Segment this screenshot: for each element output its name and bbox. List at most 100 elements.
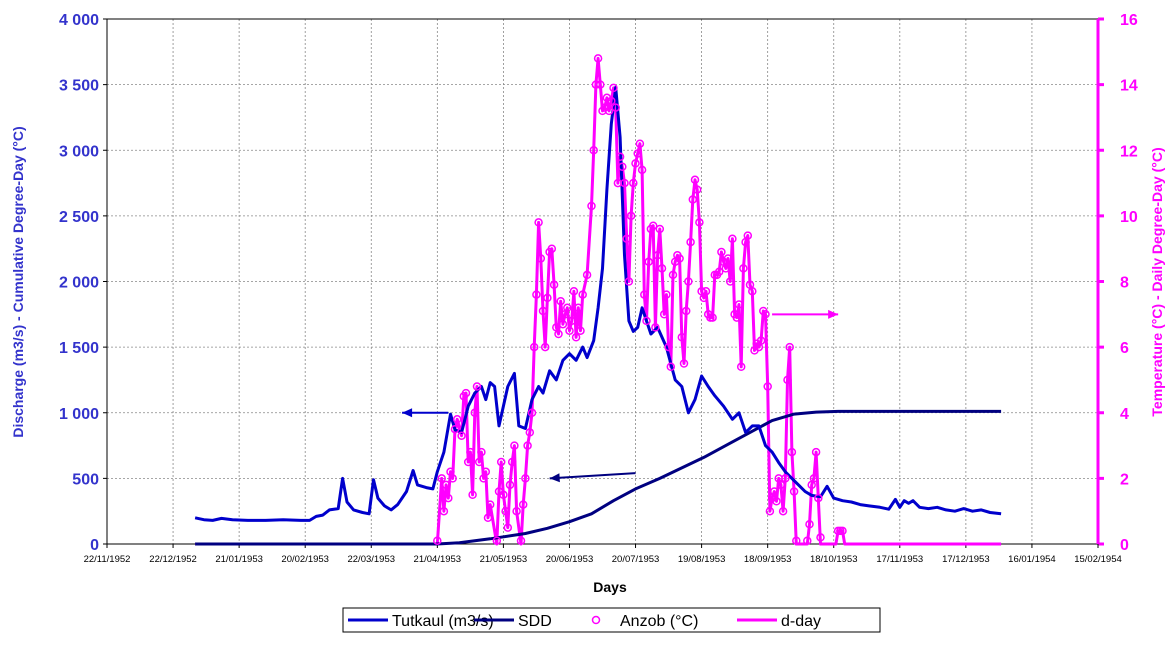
- anzob-marker: [659, 310, 669, 319]
- anzob-marker: [543, 293, 552, 303]
- anzob-marker: [448, 474, 457, 483]
- y-right-tick-label: 12: [1120, 143, 1138, 160]
- anzob-marker: [785, 342, 794, 352]
- anzob-marker: [651, 323, 660, 332]
- anzob-marker: [792, 536, 801, 545]
- y-left-tick-label: 1 000: [59, 406, 99, 423]
- anzob-marker: [629, 178, 638, 188]
- anzob-marker: [499, 490, 508, 500]
- y-left-tick-label: 1 500: [59, 340, 99, 357]
- anzob-marker: [468, 490, 477, 500]
- anzob-marker: [558, 319, 568, 329]
- anzob-marker: [681, 306, 691, 316]
- anzob-marker: [631, 159, 640, 168]
- anzob-marker: [529, 342, 539, 352]
- series-line-tutkaul-m3-s-: [194, 85, 1002, 522]
- anzob-marker: [688, 195, 698, 204]
- anzob-marker: [723, 254, 733, 263]
- legend-label: Anzob (°C): [620, 613, 698, 630]
- x-tick-label: 21/05/1953: [480, 554, 528, 565]
- anzob-marker: [809, 474, 819, 483]
- anzob-marker: [761, 310, 770, 319]
- anzob-marker: [642, 316, 651, 326]
- anzob-marker: [538, 306, 548, 316]
- y-right-tick-label: 10: [1120, 209, 1138, 226]
- anzob-marker: [675, 254, 684, 263]
- x-tick-label: 17/11/1953: [876, 554, 923, 565]
- anzob-marker: [505, 480, 515, 490]
- anzob-marker: [567, 316, 576, 326]
- anzob-marker: [463, 457, 473, 467]
- anzob-marker: [679, 359, 689, 368]
- anzob-marker: [574, 303, 583, 313]
- y-axis-right-title: Temperature (°C) - Daily Degree-Day (°C): [1149, 147, 1165, 416]
- anzob-marker: [593, 54, 603, 63]
- anzob-marker: [690, 175, 700, 185]
- anzob-marker: [589, 146, 598, 155]
- anzob-marker: [662, 290, 671, 299]
- anzob-marker: [549, 280, 559, 290]
- anzob-marker: [534, 218, 543, 227]
- anzob-marker: [644, 257, 653, 267]
- x-tick-label: 22/11/1952: [84, 554, 131, 565]
- anzob-marker: [635, 139, 645, 148]
- anzob-marker: [615, 152, 625, 162]
- anzob-marker: [725, 277, 735, 286]
- series-line-sdd: [195, 409, 1002, 546]
- anzob-marker: [655, 224, 665, 234]
- x-tick-label: 20/06/1953: [546, 554, 594, 565]
- y-right-tick-label: 2: [1120, 471, 1129, 488]
- legend-item: d-day: [737, 613, 821, 630]
- anzob-marker: [677, 333, 687, 342]
- anzob-marker: [763, 382, 772, 391]
- legend-item: Tutkaul (m3/s): [348, 613, 494, 630]
- anzob-marker: [569, 287, 579, 296]
- anzob-marker: [496, 457, 506, 467]
- anzob-marker: [591, 80, 601, 89]
- anzob-marker: [714, 267, 724, 276]
- anzob-marker: [525, 428, 535, 437]
- y-left-tick-label: 2 000: [59, 275, 99, 292]
- anzob-marker: [618, 162, 627, 171]
- series-layer: [194, 54, 1002, 546]
- anzob-marker: [664, 342, 673, 352]
- anzob-marker: [492, 536, 502, 545]
- annotation-arrow-head: [402, 408, 413, 418]
- anzob-marker: [518, 500, 528, 509]
- anzob-marker: [765, 506, 775, 516]
- anzob-marker: [789, 487, 799, 496]
- anzob-marker: [477, 447, 486, 457]
- anzob-marker: [578, 290, 587, 299]
- y-right-tick-label: 14: [1120, 78, 1138, 95]
- anzob-marker: [439, 506, 449, 516]
- y-right-tick-label: 0: [1120, 537, 1129, 554]
- anzob-marker: [437, 474, 446, 483]
- x-tick-label: 19/08/1953: [678, 554, 726, 565]
- anzob-marker: [657, 264, 667, 273]
- anzob-marker: [814, 493, 823, 503]
- anzob-marker: [695, 218, 704, 227]
- x-tick-label: 22/12/1952: [149, 554, 197, 565]
- annotation-arrow-head: [828, 309, 839, 319]
- anzob-marker: [620, 178, 629, 188]
- anzob-marker: [532, 290, 541, 299]
- legend-item: Anzob (°C): [591, 613, 698, 630]
- anzob-marker: [483, 513, 493, 523]
- y-axis-right: 0 2 4 6 8 10 12 14 16: [1096, 12, 1138, 554]
- y-axis-left-title: Discharge (m3/s) - Cumulative Degree-Day…: [10, 126, 26, 437]
- anzob-marker: [666, 362, 676, 372]
- x-tick-label: 20/07/1953: [612, 554, 660, 565]
- legend-label: d-day: [781, 613, 821, 630]
- legend-swatch: [591, 615, 601, 625]
- anzob-marker: [640, 290, 649, 299]
- anzob-marker: [503, 523, 513, 532]
- legend-label: Tutkaul (m3/s): [392, 613, 494, 630]
- anzob-marker: [803, 536, 812, 545]
- anzob-marker: [510, 441, 519, 450]
- anzob-marker: [441, 480, 451, 490]
- y-left-tick-label: 3 000: [59, 143, 99, 160]
- y-left-tick-label: 500: [72, 471, 99, 488]
- anzob-marker: [624, 277, 634, 286]
- y-right-tick-label: 8: [1120, 275, 1129, 292]
- anzob-marker: [668, 270, 678, 280]
